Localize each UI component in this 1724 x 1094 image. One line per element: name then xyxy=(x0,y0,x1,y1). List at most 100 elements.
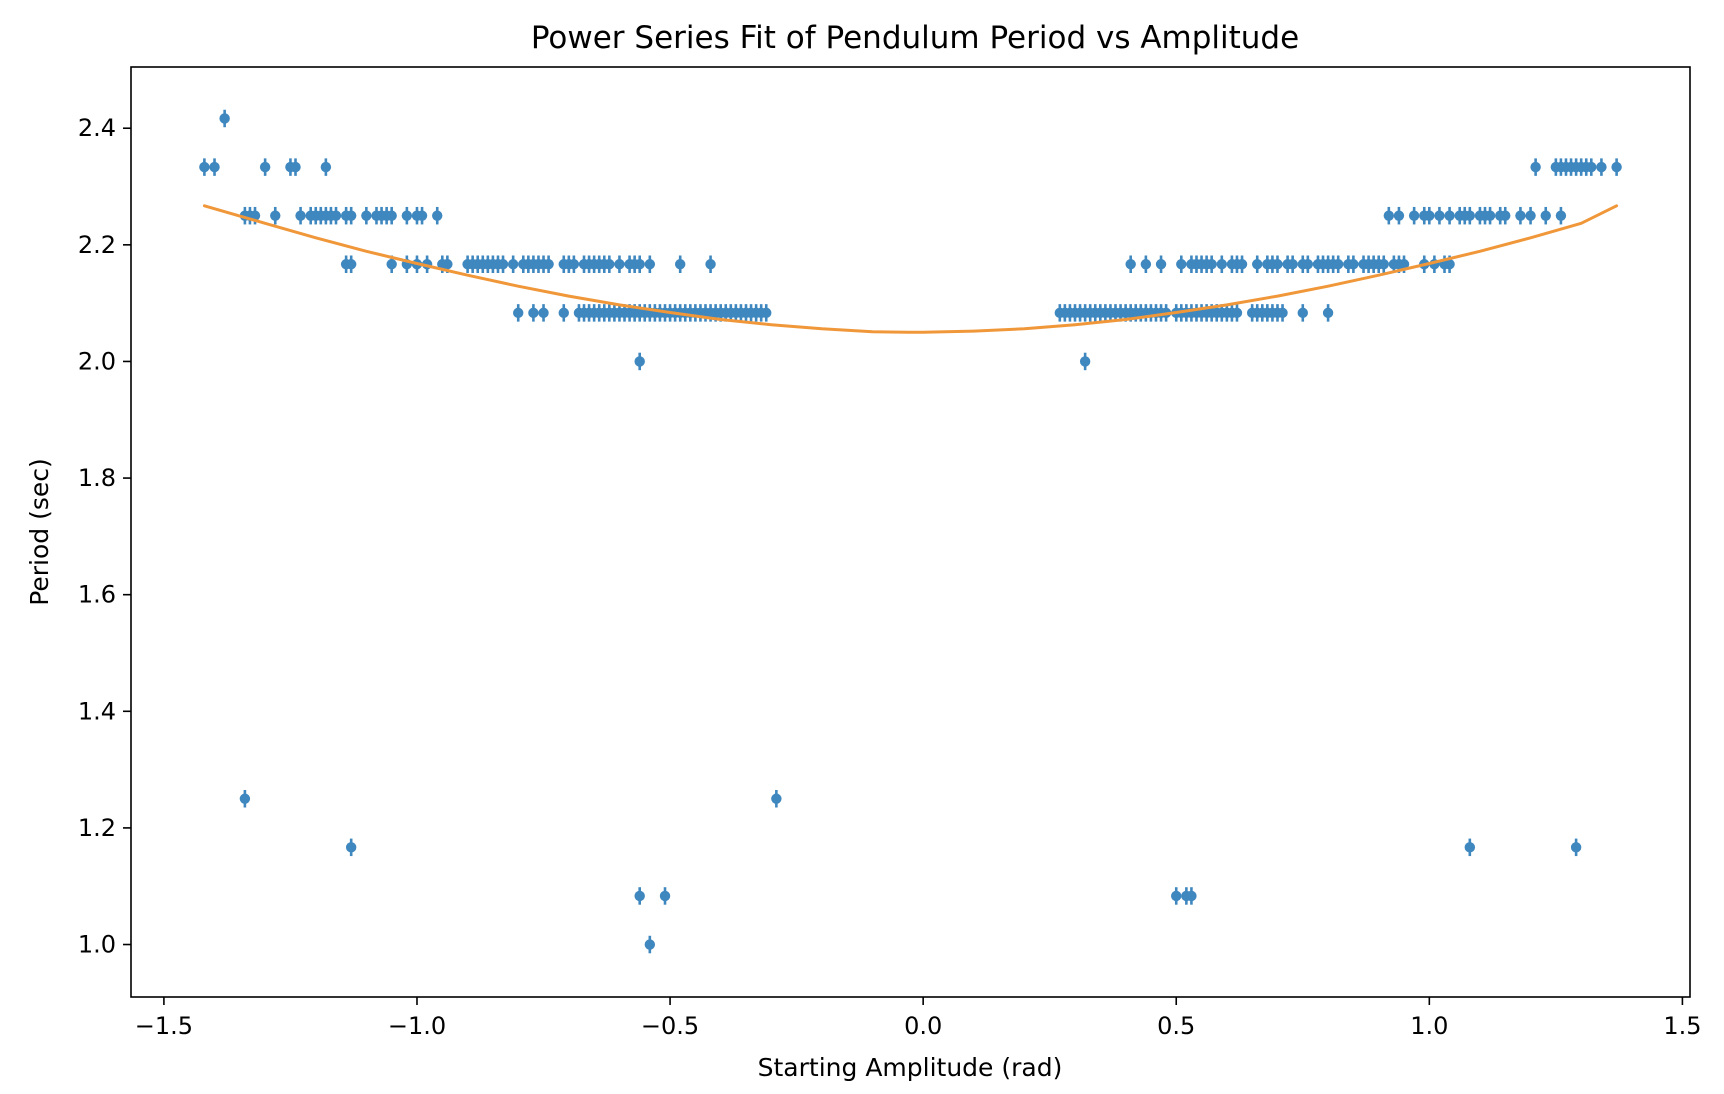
data-point xyxy=(320,158,332,176)
x-tick-label: 1.5 xyxy=(1663,1012,1701,1040)
data-marker xyxy=(345,842,357,853)
data-point xyxy=(1125,255,1136,273)
data-marker xyxy=(432,210,443,221)
data-point xyxy=(1525,206,1536,225)
data-point xyxy=(219,109,230,128)
data-marker xyxy=(416,210,428,221)
data-marker xyxy=(1500,210,1511,221)
data-point xyxy=(1079,352,1091,371)
data-point xyxy=(1434,206,1445,225)
x-tick-label: 0.5 xyxy=(1157,1012,1195,1040)
data-marker xyxy=(705,259,716,270)
data-point xyxy=(1540,206,1551,225)
data-point xyxy=(1444,206,1455,225)
data-point xyxy=(1383,206,1395,225)
data-point xyxy=(1515,206,1526,225)
data-marker xyxy=(1464,210,1476,221)
data-marker xyxy=(634,890,645,902)
data-marker xyxy=(1231,307,1243,319)
data-point xyxy=(1530,158,1541,176)
data-point xyxy=(1287,255,1298,273)
data-marker xyxy=(558,307,569,319)
data-marker xyxy=(538,307,549,319)
data-marker xyxy=(543,259,554,270)
data-marker xyxy=(209,161,220,173)
data-marker xyxy=(1186,890,1197,902)
data-marker xyxy=(442,259,453,270)
data-point xyxy=(259,158,271,176)
data-point xyxy=(761,304,772,322)
data-marker xyxy=(771,793,782,804)
data-marker xyxy=(1236,259,1248,270)
y-tick-label: 1.0 xyxy=(78,931,116,959)
y-tick-label: 2.4 xyxy=(78,114,116,142)
data-point xyxy=(1596,158,1607,176)
data-point xyxy=(401,206,413,225)
data-marker xyxy=(270,210,281,221)
data-marker xyxy=(1424,210,1435,221)
data-point xyxy=(497,255,509,273)
data-point xyxy=(1393,206,1405,225)
data-marker xyxy=(1555,210,1567,221)
y-tick-label: 1.4 xyxy=(78,697,116,725)
data-point xyxy=(270,206,281,225)
data-marker xyxy=(401,210,413,221)
data-point xyxy=(1171,887,1182,905)
data-point xyxy=(1570,838,1582,857)
data-point xyxy=(568,255,580,273)
data-point xyxy=(1216,255,1227,273)
data-point xyxy=(634,352,645,371)
data-marker xyxy=(1444,210,1455,221)
data-marker xyxy=(1408,210,1420,221)
data-point xyxy=(1348,255,1359,273)
data-point xyxy=(614,255,625,273)
data-point xyxy=(507,255,519,273)
data-marker xyxy=(614,259,625,270)
data-marker xyxy=(1155,259,1167,270)
data-point xyxy=(513,304,524,322)
y-tick-label: 2.0 xyxy=(78,347,116,375)
data-point xyxy=(1302,255,1314,273)
data-marker xyxy=(1079,356,1091,367)
data-marker xyxy=(1333,259,1344,270)
data-marker xyxy=(1484,210,1496,221)
data-point xyxy=(771,790,782,808)
data-marker xyxy=(568,259,580,270)
data-marker xyxy=(1252,259,1263,270)
data-point xyxy=(1322,304,1334,322)
data-point xyxy=(1484,206,1496,225)
data-point xyxy=(644,935,656,954)
data-point xyxy=(1333,255,1344,273)
data-marker xyxy=(1302,259,1314,270)
data-point xyxy=(558,304,569,322)
data-marker xyxy=(1287,259,1298,270)
data-marker xyxy=(513,307,524,319)
data-marker xyxy=(1216,259,1227,270)
data-marker xyxy=(1277,307,1288,319)
x-tick-label: −1.5 xyxy=(135,1012,193,1040)
data-marker xyxy=(345,210,357,221)
data-marker xyxy=(528,307,539,319)
data-point xyxy=(1464,838,1476,857)
data-marker xyxy=(604,259,615,270)
data-point xyxy=(634,887,645,905)
y-tick-label: 1.6 xyxy=(78,581,116,609)
data-point xyxy=(416,206,428,225)
data-marker xyxy=(290,161,301,173)
data-marker xyxy=(634,356,645,367)
plot-area xyxy=(199,109,1622,954)
data-point xyxy=(1272,255,1283,273)
data-marker xyxy=(1525,210,1536,221)
data-point xyxy=(659,887,671,905)
data-point xyxy=(1424,206,1435,225)
data-marker xyxy=(1272,259,1283,270)
data-marker xyxy=(507,259,519,270)
data-point xyxy=(1586,158,1597,176)
data-marker xyxy=(239,793,251,804)
data-marker xyxy=(199,161,210,173)
data-point xyxy=(295,206,306,225)
data-marker xyxy=(1393,210,1405,221)
data-point xyxy=(1140,255,1152,273)
data-point xyxy=(361,206,372,225)
